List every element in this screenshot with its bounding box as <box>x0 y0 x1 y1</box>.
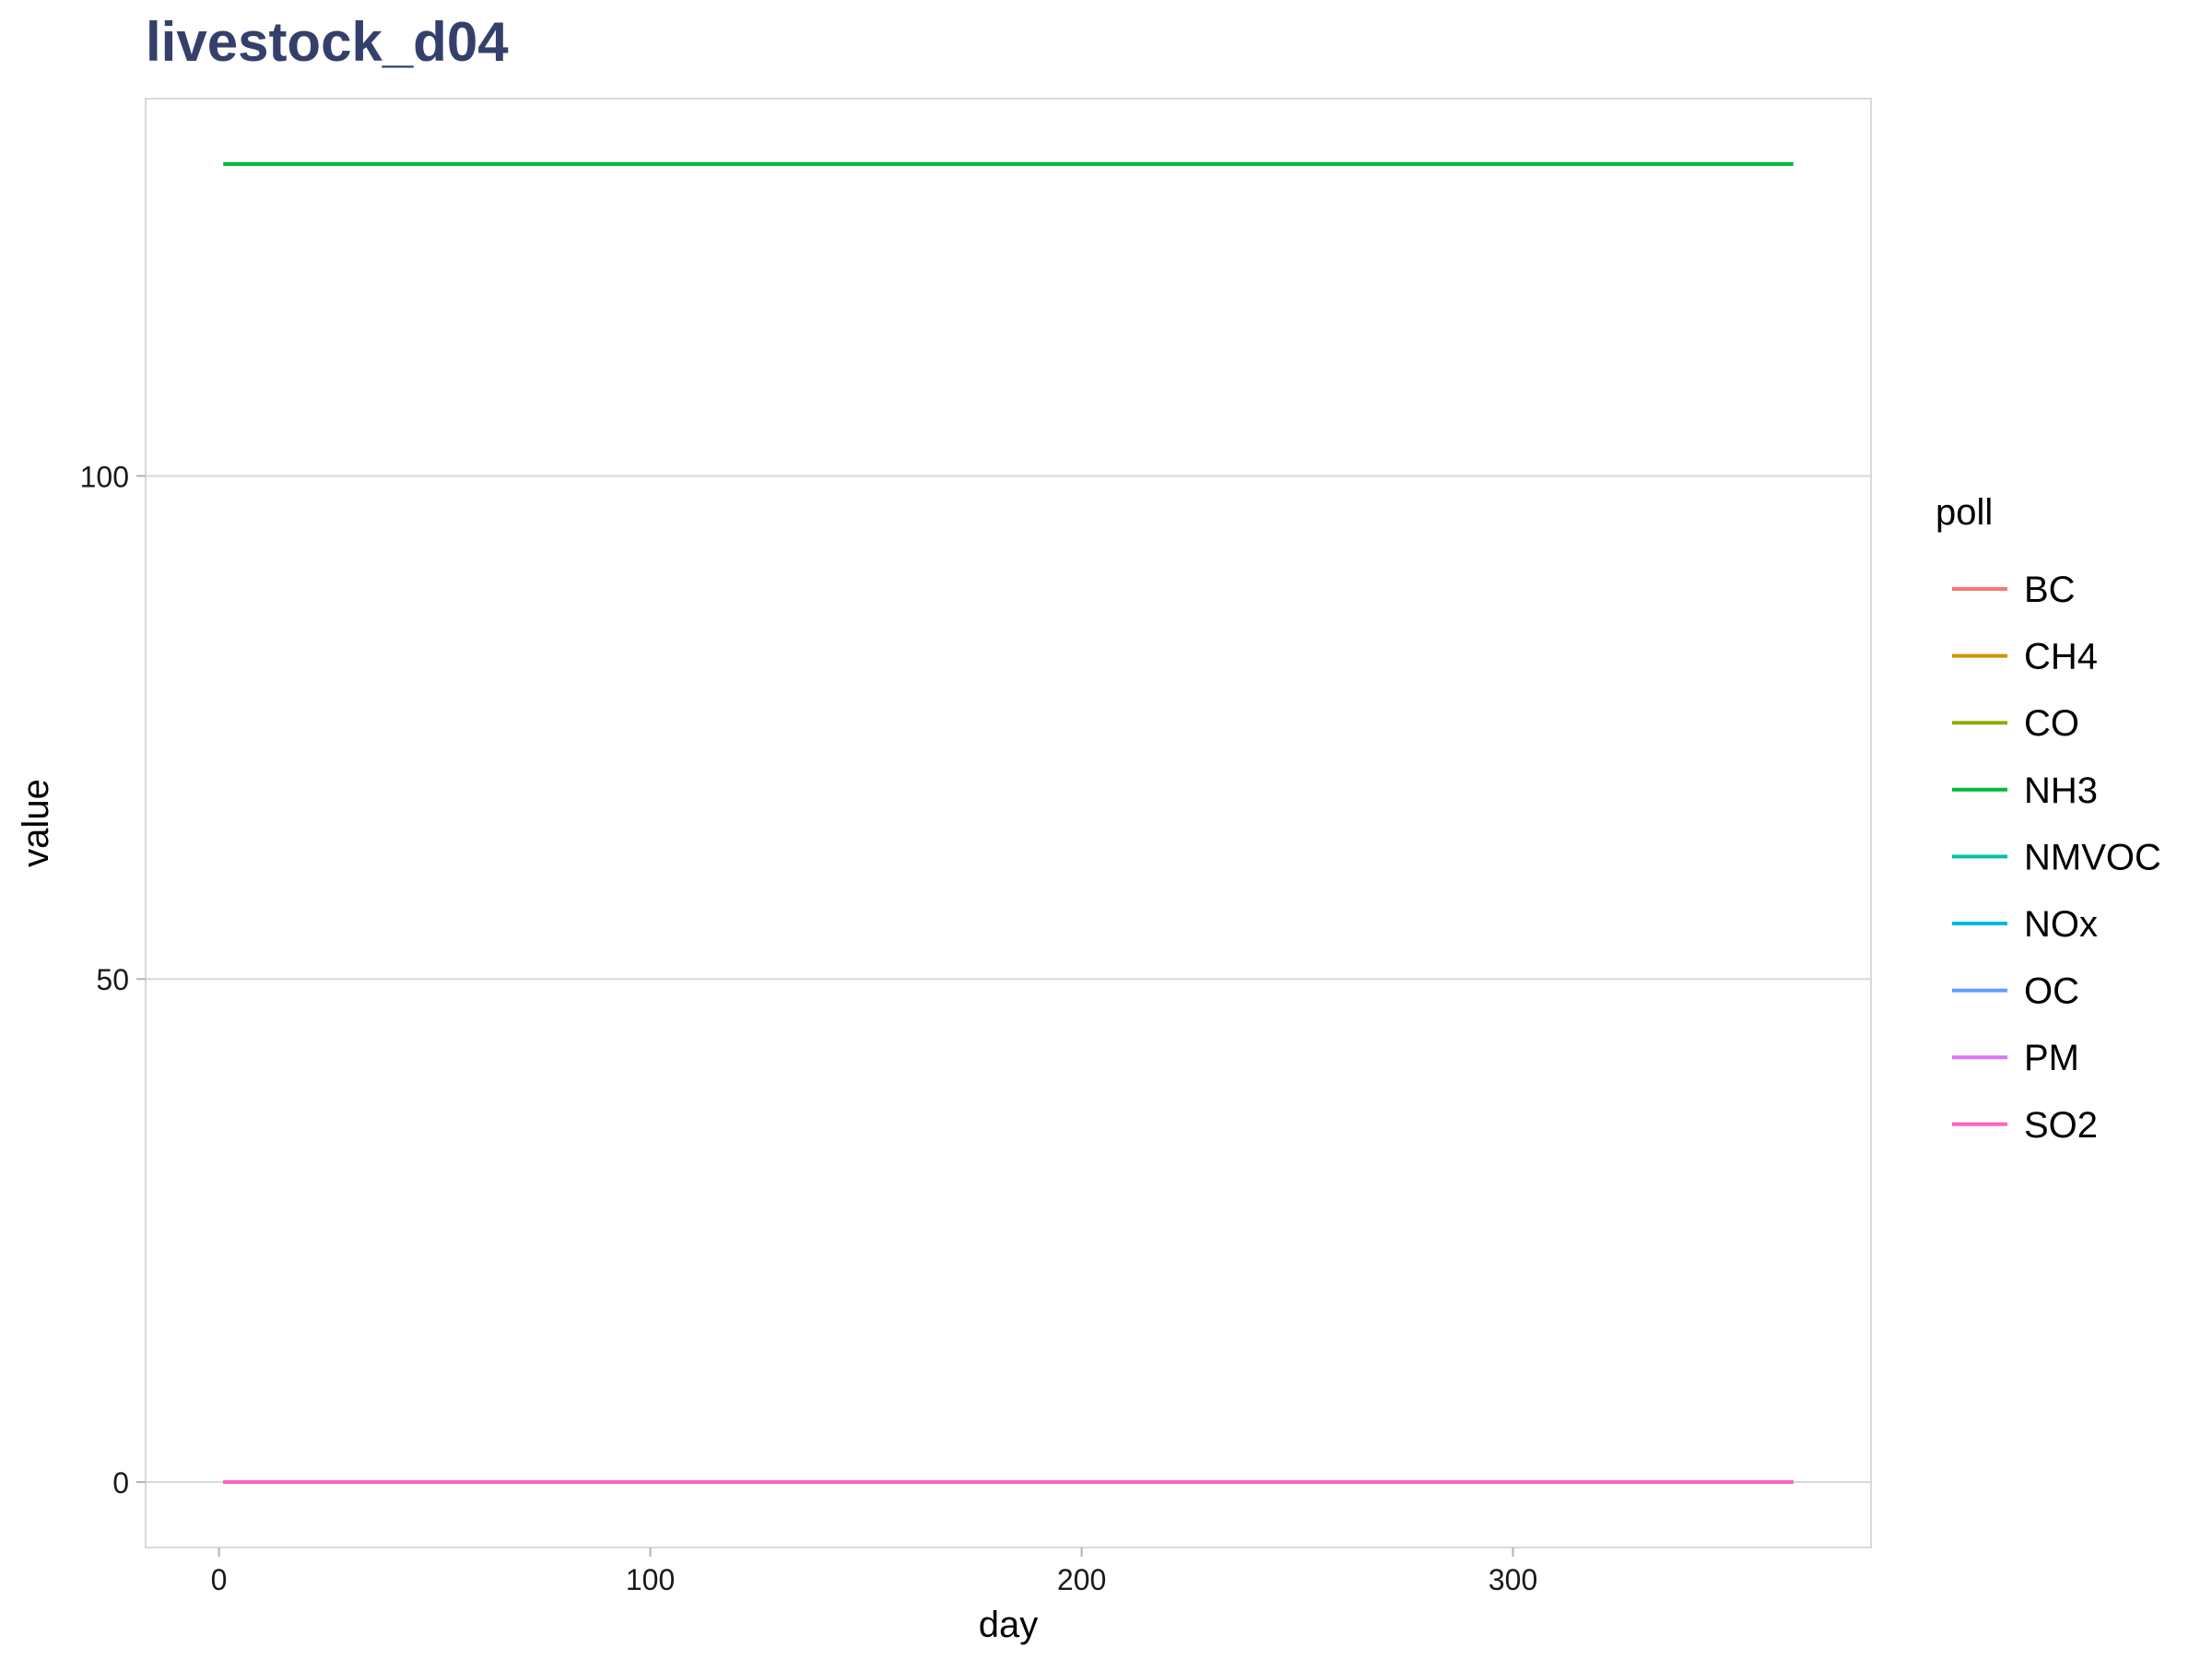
legend-label-oc: OC <box>2024 971 2079 1012</box>
legend-label-co: CO <box>2024 703 2079 744</box>
x-tick-label: 100 <box>626 1563 675 1596</box>
axes: 0 50 100 0 100 200 300 <box>80 460 1538 1596</box>
legend-label-so2: SO2 <box>2024 1105 2098 1146</box>
legend-label-nmvoc: NMVOC <box>2024 837 2161 877</box>
y-axis-title: value <box>16 779 56 867</box>
legend-label-nh3: NH3 <box>2024 771 2098 811</box>
y-tick-label: 0 <box>112 1466 129 1500</box>
plot-panel <box>145 98 1872 1548</box>
legend-label-ch4: CH4 <box>2024 637 2098 677</box>
y-tick-label: 50 <box>96 963 129 996</box>
legend: poll BC CH4 CO NH3 NMVOC NOx OC PM SO2 <box>1936 492 2161 1146</box>
series-lines <box>223 162 1794 1484</box>
x-tick-label: 0 <box>211 1563 228 1596</box>
legend-title: poll <box>1936 492 1993 533</box>
legend-label-nox: NOx <box>2024 904 2098 945</box>
y-tick-label: 100 <box>80 460 129 493</box>
legend-label-bc: BC <box>2024 570 2076 610</box>
x-tick-label: 300 <box>1488 1563 1537 1596</box>
x-tick-label: 200 <box>1057 1563 1106 1596</box>
chart-title: livestock_d04 <box>146 11 509 73</box>
x-axis-title: day <box>979 1605 1039 1645</box>
legend-label-pm: PM <box>2024 1038 2079 1078</box>
